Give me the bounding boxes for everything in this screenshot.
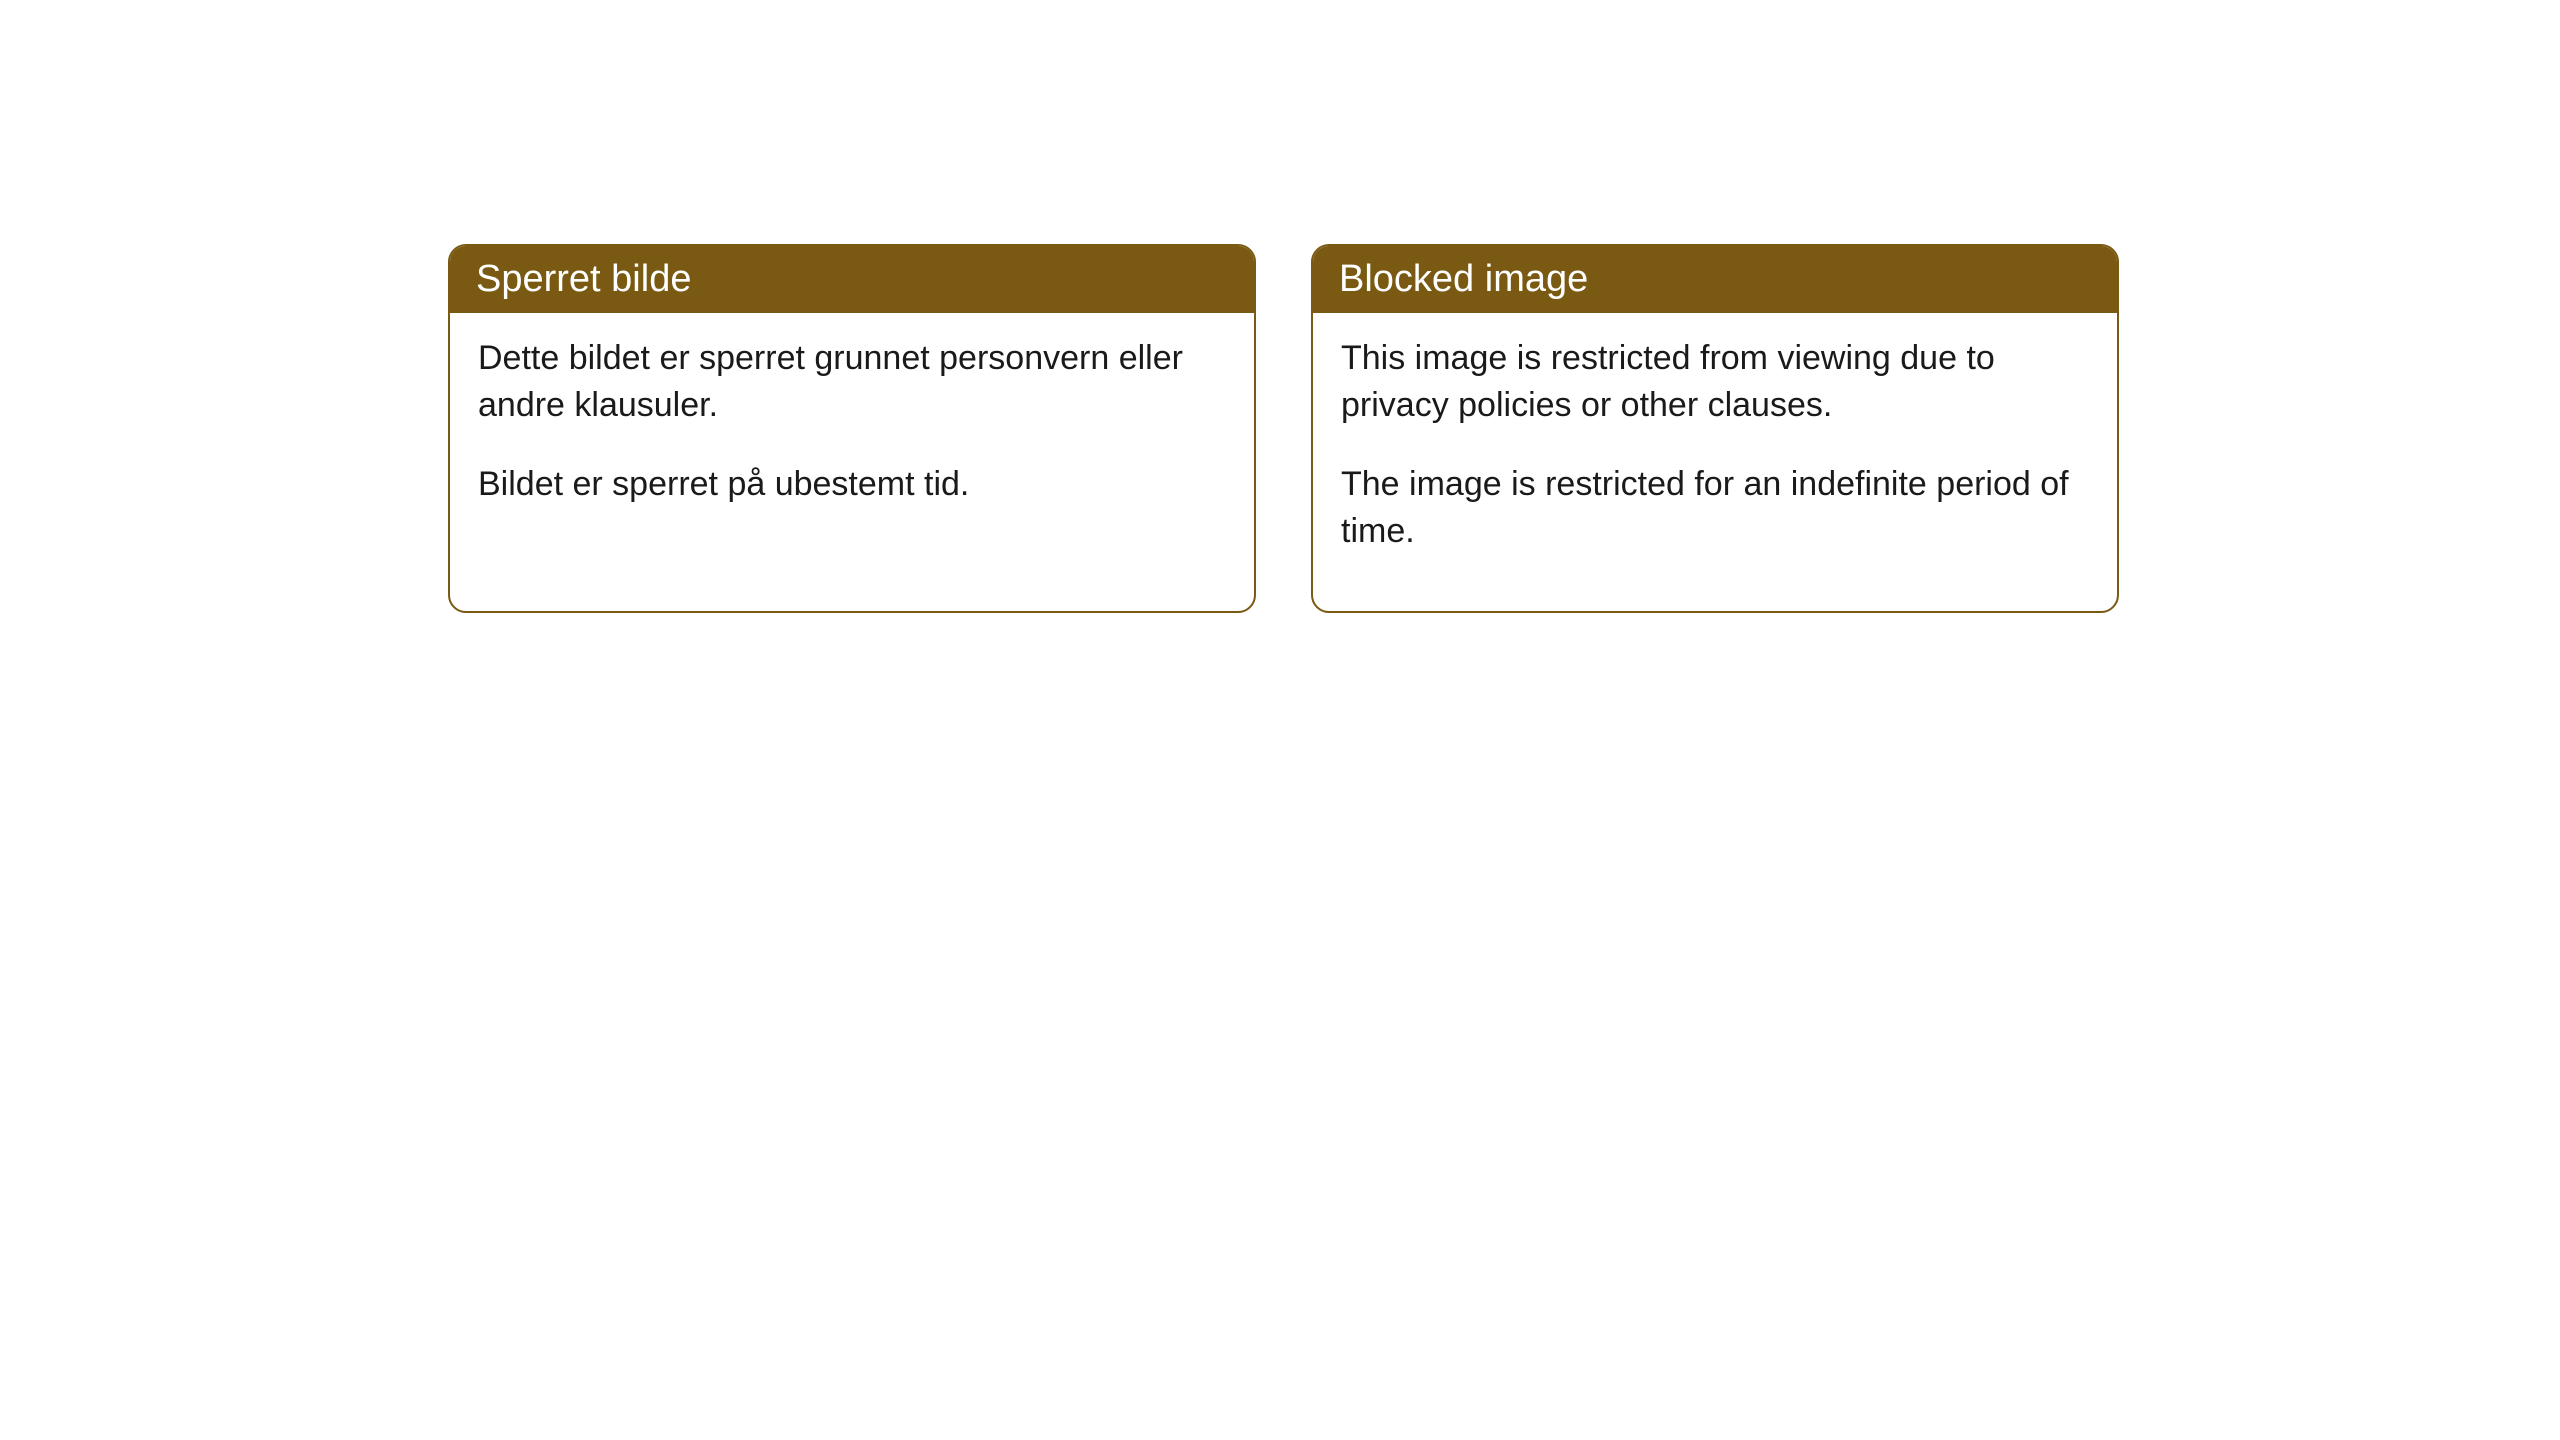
card-paragraph: This image is restricted from viewing du… (1341, 335, 2089, 429)
card-paragraph: Bildet er sperret på ubestemt tid. (478, 461, 1226, 508)
cards-container: Sperret bilde Dette bildet er sperret gr… (0, 0, 2560, 613)
card-title: Sperret bilde (476, 258, 691, 300)
notice-card-english: Blocked image This image is restricted f… (1311, 244, 2119, 613)
card-paragraph: The image is restricted for an indefinit… (1341, 461, 2089, 555)
card-header: Sperret bilde (450, 246, 1254, 313)
card-body: This image is restricted from viewing du… (1313, 313, 2117, 611)
card-header: Blocked image (1313, 246, 2117, 313)
card-paragraph: Dette bildet er sperret grunnet personve… (478, 335, 1226, 429)
card-body: Dette bildet er sperret grunnet personve… (450, 313, 1254, 564)
card-title: Blocked image (1339, 258, 1588, 300)
notice-card-norwegian: Sperret bilde Dette bildet er sperret gr… (448, 244, 1256, 613)
